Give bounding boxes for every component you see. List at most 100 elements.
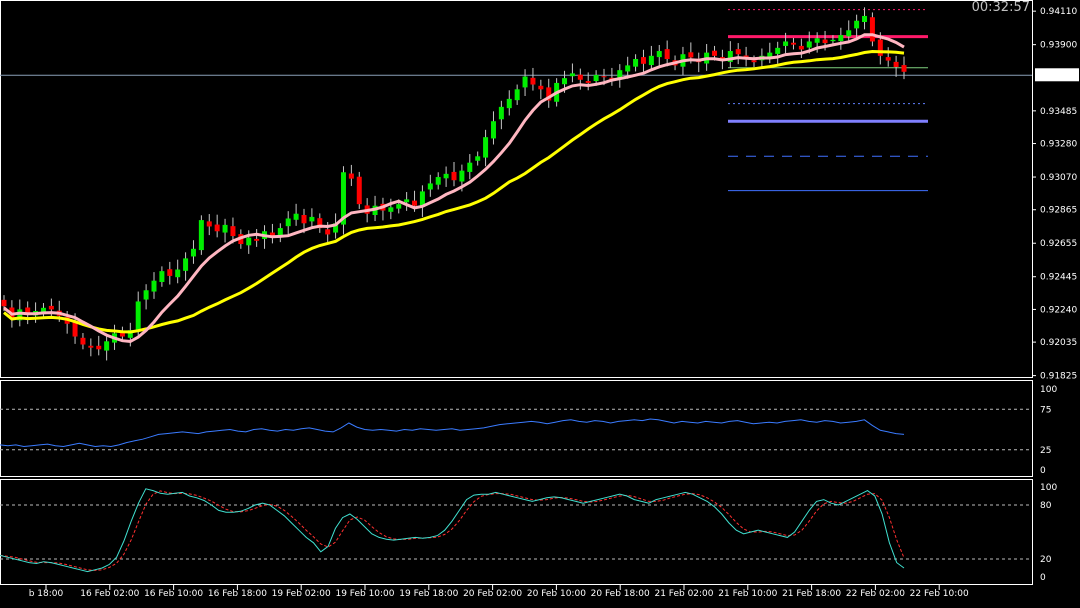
bear-candle — [230, 226, 236, 237]
bull-candle — [443, 173, 449, 179]
rsi-tick-label: 100 — [1040, 385, 1057, 395]
price-tick-label: 0.92445 — [1040, 273, 1077, 283]
price-tick-label: 0.93485 — [1040, 107, 1077, 117]
bull-candle — [309, 216, 315, 222]
bull-candle — [506, 98, 512, 109]
price-tick-label: 0.91825 — [1040, 372, 1077, 382]
bull-candle — [333, 223, 339, 233]
bull-candle — [775, 47, 781, 54]
stochastic-tick-label: 100 — [1040, 483, 1057, 493]
bull-candle — [656, 51, 662, 58]
bear-candle — [119, 331, 125, 337]
bear-candle — [356, 176, 362, 205]
rsi-pane-frame — [0, 380, 1033, 477]
bear-candle — [790, 42, 796, 45]
time-axis-label: 22 Feb 10:00 — [910, 589, 969, 599]
bull-candle — [396, 204, 402, 209]
bull-candle — [475, 156, 481, 161]
bull-candle — [633, 59, 639, 67]
bull-candle — [522, 76, 528, 88]
bull-candle — [340, 172, 346, 225]
rsi-line — [0, 418, 905, 448]
bear-candle — [664, 49, 670, 60]
bear-candle — [348, 173, 354, 179]
bear-candle — [25, 307, 31, 315]
bear-candle — [538, 85, 544, 90]
bear-candle — [269, 232, 275, 237]
bull-candle — [183, 258, 189, 271]
moving-average-fast — [3, 33, 905, 344]
current-price-tag — [1035, 68, 1079, 82]
price-tick-label: 0.93280 — [1040, 140, 1077, 150]
bear-candle — [822, 39, 828, 44]
bull-candle — [498, 106, 504, 120]
time-axis-label: b 18:00 — [29, 589, 64, 599]
price-tick-label: 0.92240 — [1040, 305, 1077, 315]
time-axis-label: 19 Feb 02:00 — [272, 589, 331, 599]
bull-candle — [419, 191, 425, 208]
bull-candle — [814, 38, 820, 43]
bear-candle — [167, 269, 173, 276]
bull-candle — [222, 224, 228, 233]
bull-candle — [127, 330, 133, 338]
bear-candle — [712, 50, 718, 56]
bull-candle — [727, 51, 733, 62]
time-axis-label: 20 Feb 10:00 — [527, 589, 586, 599]
bear-candle — [601, 76, 607, 78]
moving-average-slow — [3, 49, 905, 334]
stochastic-main-line — [0, 488, 905, 573]
bull-candle — [17, 309, 23, 321]
bear-candle — [798, 45, 804, 50]
bull-candle — [435, 177, 441, 185]
time-axis-label: 21 Feb 02:00 — [654, 589, 713, 599]
bull-candle — [838, 35, 844, 42]
rsi-tick-label: 75 — [1040, 405, 1051, 415]
price-tick-label: 0.92035 — [1040, 338, 1077, 348]
bear-candle — [585, 81, 591, 83]
bear-candle — [80, 337, 86, 345]
stochastic-signal-line — [0, 490, 905, 571]
price-tick-label: 0.93070 — [1040, 173, 1077, 183]
bull-candle — [293, 213, 299, 220]
bull-candle — [388, 207, 394, 212]
bull-candle — [246, 237, 252, 246]
bull-candle — [625, 65, 631, 72]
bear-candle — [412, 200, 418, 206]
bear-candle — [546, 87, 552, 101]
bull-candle — [467, 162, 473, 172]
bull-candle — [593, 74, 599, 82]
current-price-label: 0.93708 — [1040, 71, 1077, 81]
bull-candle — [783, 41, 789, 46]
bear-candle — [901, 65, 907, 72]
bull-candle — [151, 280, 157, 292]
time-axis-label: 20 Feb 18:00 — [591, 589, 650, 599]
time-axis-label: 22 Feb 02:00 — [846, 589, 905, 599]
bear-candle — [577, 74, 583, 80]
time-axis-label: 19 Feb 18:00 — [399, 589, 458, 599]
bear-candle — [735, 49, 741, 55]
bull-candle — [104, 341, 110, 351]
bull-candle — [562, 78, 568, 85]
bear-candle — [869, 17, 875, 42]
bull-candle — [830, 39, 836, 42]
bull-candle — [806, 41, 812, 48]
stochastic-pane-frame — [0, 479, 1033, 585]
bull-candle — [277, 228, 283, 238]
stochastic-tick-label: 80 — [1040, 501, 1052, 511]
bull-candle — [490, 121, 496, 139]
bull-candle — [404, 199, 410, 203]
bull-candle — [459, 170, 465, 182]
bull-candle — [285, 218, 291, 227]
bull-candle — [767, 52, 773, 58]
price-tick-label: 0.92655 — [1040, 239, 1077, 249]
bull-candle — [862, 15, 868, 23]
bull-candle — [143, 290, 149, 300]
bear-candle — [530, 77, 536, 85]
bull-candle — [159, 271, 165, 282]
time-axis-label: 16 Feb 10:00 — [144, 589, 203, 599]
bull-candle — [190, 248, 196, 257]
bear-candle — [451, 171, 457, 181]
server-timer: 00:32:57 — [971, 0, 1030, 15]
rsi-tick-label: 0 — [1040, 466, 1046, 476]
